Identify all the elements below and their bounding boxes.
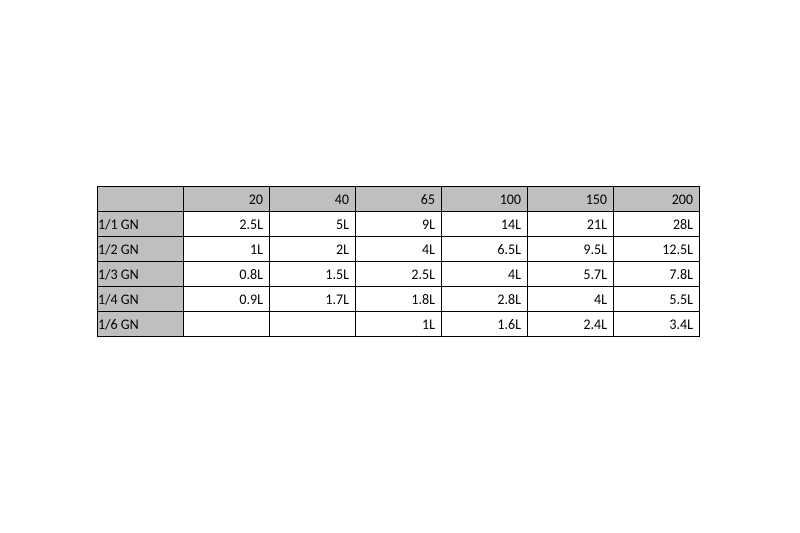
col-header: 150 [528, 187, 614, 212]
data-cell: 0.8L [184, 262, 270, 287]
data-cell: 5.5L [614, 287, 700, 312]
data-cell: 3.4L [614, 312, 700, 337]
data-cell: 1L [184, 237, 270, 262]
data-cell: 5L [270, 212, 356, 237]
data-cell: 4L [356, 237, 442, 262]
row-header: 1/3 GN [98, 262, 184, 287]
data-cell: 4L [528, 287, 614, 312]
data-cell: 28L [614, 212, 700, 237]
data-cell: 1.6L [442, 312, 528, 337]
table-row: 1/4 GN 0.9L 1.7L 1.8L 2.8L 4L 5.5L [98, 287, 700, 312]
data-cell: 1.7L [270, 287, 356, 312]
page: 20 40 65 100 150 200 1/1 GN 2.5L 5L 9L 1… [0, 0, 800, 533]
data-cell: 0.9L [184, 287, 270, 312]
col-header: 65 [356, 187, 442, 212]
table-row: 1/1 GN 2.5L 5L 9L 14L 21L 28L [98, 212, 700, 237]
table-row: 1/2 GN 1L 2L 4L 6.5L 9.5L 12.5L [98, 237, 700, 262]
data-cell: 12.5L [614, 237, 700, 262]
data-cell: 7.8L [614, 262, 700, 287]
data-cell: 1.5L [270, 262, 356, 287]
table-row: 1/3 GN 0.8L 1.5L 2.5L 4L 5.7L 7.8L [98, 262, 700, 287]
data-cell: 2.8L [442, 287, 528, 312]
row-header: 1/6 GN [98, 312, 184, 337]
data-cell: 1L [356, 312, 442, 337]
data-cell: 5.7L [528, 262, 614, 287]
col-header: 40 [270, 187, 356, 212]
gn-capacity-table: 20 40 65 100 150 200 1/1 GN 2.5L 5L 9L 1… [97, 186, 700, 337]
table-row: 1/6 GN 1L 1.6L 2.4L 3.4L [98, 312, 700, 337]
data-cell: 14L [442, 212, 528, 237]
row-header: 1/1 GN [98, 212, 184, 237]
row-header: 1/2 GN [98, 237, 184, 262]
corner-cell [98, 187, 184, 212]
data-cell: 2.5L [184, 212, 270, 237]
data-cell: 9L [356, 212, 442, 237]
data-cell: 2.5L [356, 262, 442, 287]
data-cell: 2.4L [528, 312, 614, 337]
data-cell: 4L [442, 262, 528, 287]
data-cell: 21L [528, 212, 614, 237]
data-cell [184, 312, 270, 337]
col-header: 100 [442, 187, 528, 212]
data-cell: 2L [270, 237, 356, 262]
col-header: 20 [184, 187, 270, 212]
data-cell: 1.8L [356, 287, 442, 312]
data-cell: 6.5L [442, 237, 528, 262]
col-header: 200 [614, 187, 700, 212]
data-cell [270, 312, 356, 337]
table-header-row: 20 40 65 100 150 200 [98, 187, 700, 212]
data-cell: 9.5L [528, 237, 614, 262]
row-header: 1/4 GN [98, 287, 184, 312]
